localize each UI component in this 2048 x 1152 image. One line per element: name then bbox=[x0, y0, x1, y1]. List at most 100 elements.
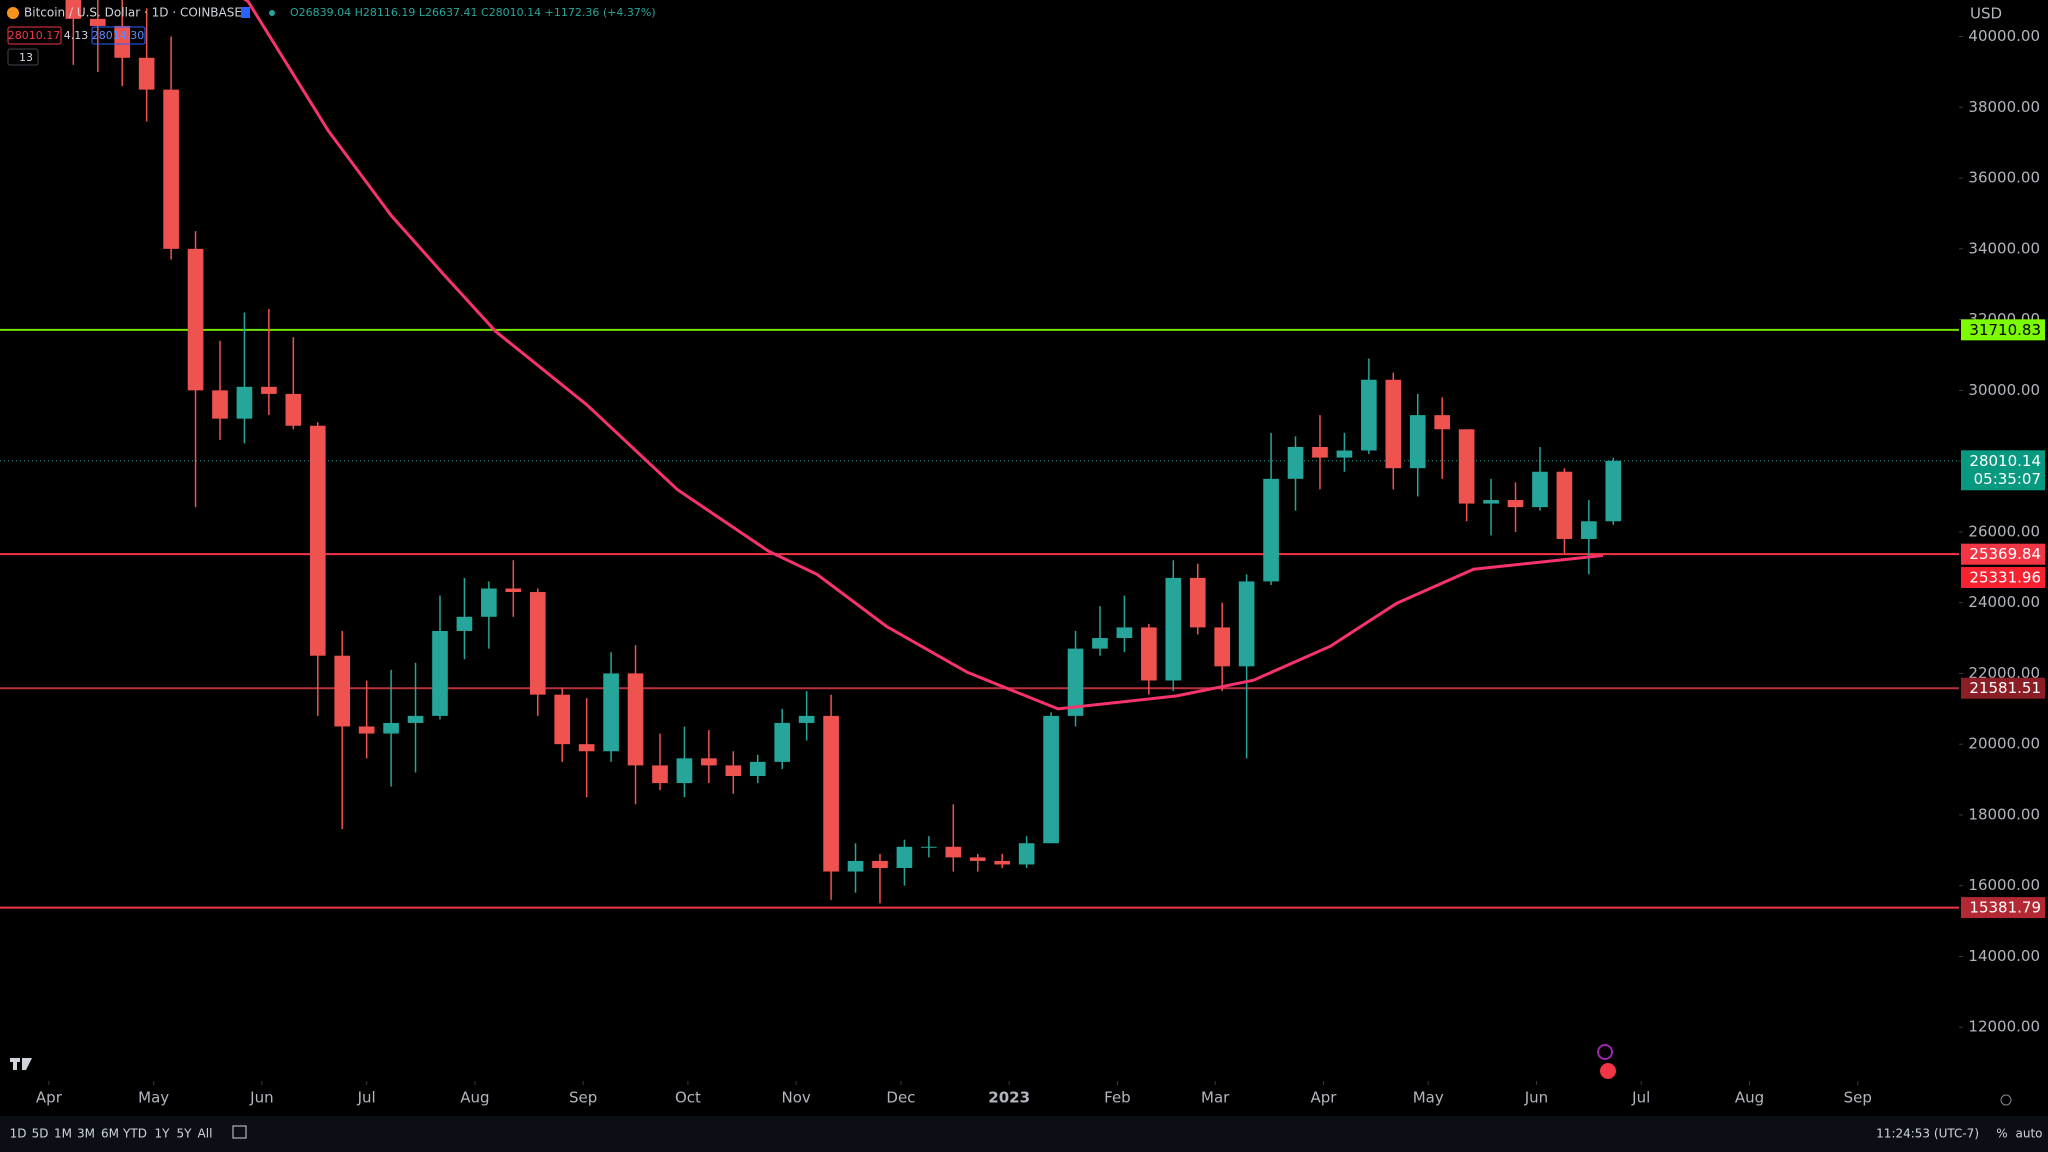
y-tick-label: 22000.00 bbox=[1968, 664, 2040, 682]
candle-body bbox=[969, 857, 986, 861]
candle-body bbox=[1409, 415, 1426, 469]
candle-body bbox=[554, 694, 571, 745]
candle-body bbox=[1263, 478, 1279, 582]
x-tick-label: Jul bbox=[357, 1089, 376, 1107]
range-button[interactable]: All bbox=[198, 1127, 213, 1141]
flag-event-icon[interactable] bbox=[1600, 1063, 1616, 1079]
candle-body bbox=[1434, 415, 1451, 430]
candle-body bbox=[896, 846, 913, 869]
ask-box[interactable] bbox=[91, 26, 146, 45]
candle-body bbox=[187, 248, 204, 391]
last-price-label-countdown: 05:35:07 bbox=[1974, 470, 2041, 488]
x-tick-label: Jun bbox=[1524, 1089, 1548, 1107]
hline-label-box bbox=[1961, 319, 2045, 341]
candle-body bbox=[285, 393, 302, 426]
y-tick-label: 34000.00 bbox=[1968, 239, 2040, 257]
bid-box[interactable] bbox=[7, 26, 62, 45]
candle-body bbox=[652, 765, 668, 784]
y-tick-label: 16000.00 bbox=[1968, 876, 2040, 894]
date-range-icon[interactable] bbox=[232, 1125, 247, 1139]
candle-body bbox=[456, 616, 473, 631]
hline-label: 15381.79 bbox=[1969, 899, 2041, 917]
candle-body bbox=[138, 57, 155, 90]
range-button[interactable]: 5Y bbox=[177, 1127, 193, 1141]
range-button[interactable]: 5D bbox=[32, 1127, 49, 1141]
candle-body bbox=[921, 846, 937, 848]
x-tick-label: Apr bbox=[36, 1089, 63, 1107]
candle-body bbox=[603, 673, 619, 752]
symbol-title[interactable]: Bitcoin / U.S. Dollar · 1D · COINBASE bbox=[24, 6, 242, 20]
indicators-box[interactable] bbox=[7, 48, 39, 66]
bottom-toolbar bbox=[0, 1116, 2048, 1152]
flag-icon[interactable] bbox=[241, 7, 250, 18]
x-tick-label: Aug bbox=[460, 1089, 489, 1107]
ask-price: 28014.30 bbox=[92, 29, 145, 42]
currency-label[interactable]: USD bbox=[1970, 5, 2002, 23]
range-button[interactable]: YTD bbox=[122, 1127, 147, 1141]
x-tick-label: May bbox=[138, 1089, 169, 1107]
candle-body bbox=[65, 0, 82, 19]
percent-toggle[interactable]: % bbox=[1996, 1127, 2007, 1141]
candle-body bbox=[1556, 471, 1573, 539]
candle-body bbox=[163, 89, 179, 249]
x-tick-label: Oct bbox=[675, 1089, 701, 1107]
candle-body bbox=[994, 860, 1011, 865]
bid-price: 28010.17 bbox=[8, 29, 61, 42]
range-button[interactable]: 6M bbox=[101, 1127, 119, 1141]
spread: 4.13 bbox=[64, 29, 89, 42]
candle-body bbox=[872, 860, 888, 869]
event-icon[interactable] bbox=[1597, 1044, 1613, 1060]
coin-icon bbox=[7, 7, 19, 19]
candle-body bbox=[1238, 581, 1255, 667]
ma-label-box bbox=[1961, 567, 2045, 589]
x-tick-label: Apr bbox=[1310, 1089, 1337, 1107]
range-button[interactable]: 1M bbox=[54, 1127, 72, 1141]
hline-label-box bbox=[1961, 543, 2045, 565]
y-tick-label: 14000.00 bbox=[1968, 947, 2040, 965]
status-dot bbox=[269, 10, 275, 16]
range-button[interactable]: 3M bbox=[77, 1127, 95, 1141]
hline-label: 31710.83 bbox=[1969, 321, 2041, 339]
logo[interactable] bbox=[10, 1058, 32, 1070]
candle-body bbox=[798, 715, 815, 723]
y-tick-label: 36000.00 bbox=[1968, 169, 2040, 187]
settings-icon[interactable] bbox=[2000, 1094, 2012, 1106]
candle-body bbox=[1214, 627, 1231, 667]
x-tick-label: Feb bbox=[1104, 1089, 1131, 1107]
candle-body bbox=[1018, 843, 1035, 865]
candle-body bbox=[114, 25, 131, 58]
range-button[interactable]: 1Y bbox=[155, 1127, 171, 1141]
x-tick-label: Mar bbox=[1201, 1089, 1230, 1107]
x-tick-label: Sep bbox=[1844, 1089, 1872, 1107]
y-tick-label: 38000.00 bbox=[1968, 98, 2040, 116]
candle-body bbox=[529, 592, 546, 695]
last-price-label-box bbox=[1961, 450, 2045, 491]
candle-body bbox=[774, 722, 791, 762]
candle-body bbox=[212, 390, 228, 419]
candle-body bbox=[1532, 471, 1548, 508]
x-tick-label: Dec bbox=[886, 1089, 915, 1107]
range-buttons: 1D 5D 1M 3M 6M YTD 1Y 5Y All bbox=[10, 1127, 213, 1141]
candle-body bbox=[1116, 627, 1133, 639]
candle-body bbox=[1043, 715, 1059, 844]
candle-body bbox=[749, 761, 766, 777]
auto-toggle[interactable]: auto bbox=[2015, 1127, 2042, 1141]
candle-body bbox=[676, 758, 693, 784]
x-tick-label: 2023 bbox=[988, 1089, 1030, 1107]
clock: 11:24:53 (UTC-7) bbox=[1876, 1127, 1979, 1141]
candle-body bbox=[1165, 577, 1182, 681]
candle-body bbox=[1189, 577, 1206, 628]
hline-label-box bbox=[1961, 677, 2045, 699]
hline-label: 21581.51 bbox=[1969, 679, 2041, 697]
y-tick-label: 20000.00 bbox=[1968, 735, 2040, 753]
candle-body bbox=[236, 386, 253, 419]
candle-body bbox=[1141, 627, 1157, 681]
y-tick-label: 18000.00 bbox=[1968, 805, 2040, 823]
candle-body bbox=[89, 18, 106, 26]
candle-body bbox=[1458, 429, 1475, 504]
range-button[interactable]: 1D bbox=[10, 1127, 27, 1141]
y-tick-label: 24000.00 bbox=[1968, 593, 2040, 611]
candle-body bbox=[432, 630, 448, 716]
